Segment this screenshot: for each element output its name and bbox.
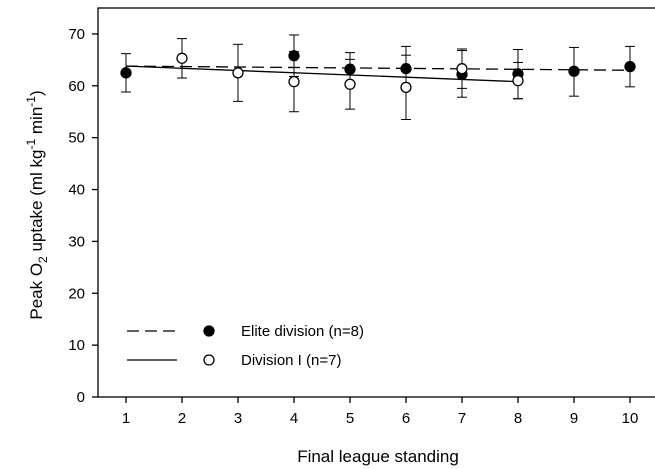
trend-line-elite bbox=[125, 65, 631, 71]
y-axis-ticks: 0 10 20 30 40 50 60 70 bbox=[68, 26, 98, 406]
data-point-division bbox=[176, 52, 188, 64]
plot-area-border bbox=[97, 7, 655, 398]
y-axis-title-prefix: Peak O bbox=[27, 263, 46, 320]
data-point-division bbox=[456, 63, 468, 75]
plot-frame bbox=[97, 7, 655, 398]
x-tick-label: 7 bbox=[458, 410, 466, 427]
y-tick-label: 40 bbox=[68, 182, 85, 199]
x-tick-label: 2 bbox=[178, 410, 186, 427]
trend-line-division bbox=[125, 65, 519, 83]
y-axis-title-suffix: ) bbox=[27, 90, 46, 96]
y-axis-title-subscript: 2 bbox=[36, 256, 50, 263]
y-tick-label: 50 bbox=[68, 130, 85, 147]
data-point-division bbox=[512, 74, 524, 87]
data-point-elite bbox=[344, 63, 356, 75]
x-tick-label: 9 bbox=[570, 410, 578, 427]
error-bars bbox=[121, 34, 635, 121]
x-tick-label: 4 bbox=[290, 410, 298, 427]
x-tick-label: 10 bbox=[622, 410, 639, 427]
x-tick-label: 1 bbox=[122, 410, 130, 427]
data-point-division bbox=[288, 76, 300, 88]
y-axis-title-middle: uptake (ml kg bbox=[27, 149, 46, 256]
y-tick-label: 70 bbox=[68, 26, 85, 43]
x-tick-label: 8 bbox=[514, 410, 522, 427]
x-tick-label: 3 bbox=[234, 410, 242, 427]
y-axis-title: Peak O2 uptake (ml kg-1 min-1) bbox=[24, 90, 50, 319]
data-point-elite bbox=[624, 60, 636, 73]
y-axis-title-middle2: min bbox=[27, 107, 46, 139]
data-point-division bbox=[344, 78, 356, 90]
legend: Elite division (n=8) Division I (n=7) bbox=[127, 323, 364, 369]
y-tick-label: 10 bbox=[68, 337, 85, 354]
x-axis-title: Final league standing bbox=[297, 447, 459, 466]
data-markers bbox=[120, 50, 636, 94]
data-point-elite bbox=[120, 67, 132, 79]
data-point-elite bbox=[288, 50, 300, 62]
x-tick-label: 6 bbox=[402, 410, 410, 427]
x-tick-label: 5 bbox=[346, 410, 354, 427]
data-point-elite bbox=[568, 65, 580, 77]
legend-label-elite: Elite division (n=8) bbox=[241, 323, 364, 340]
legend-label-division: Division I (n=7) bbox=[241, 352, 341, 369]
y-axis-title-superscript: -1 bbox=[24, 138, 38, 149]
y-tick-label: 30 bbox=[68, 233, 85, 250]
y-axis-title-superscript2: -1 bbox=[24, 96, 38, 107]
x-axis-ticks: 1 2 3 4 5 6 7 8 9 10 bbox=[122, 397, 639, 427]
trend-lines bbox=[125, 65, 631, 83]
data-point-division bbox=[400, 81, 412, 94]
y-tick-label: 60 bbox=[68, 78, 85, 95]
y-tick-label: 0 bbox=[77, 389, 85, 406]
data-point-division bbox=[232, 67, 244, 79]
legend-marker-division bbox=[203, 354, 215, 366]
data-point-elite bbox=[400, 63, 412, 75]
legend-marker-elite bbox=[203, 325, 215, 337]
y-tick-label: 20 bbox=[68, 285, 85, 302]
